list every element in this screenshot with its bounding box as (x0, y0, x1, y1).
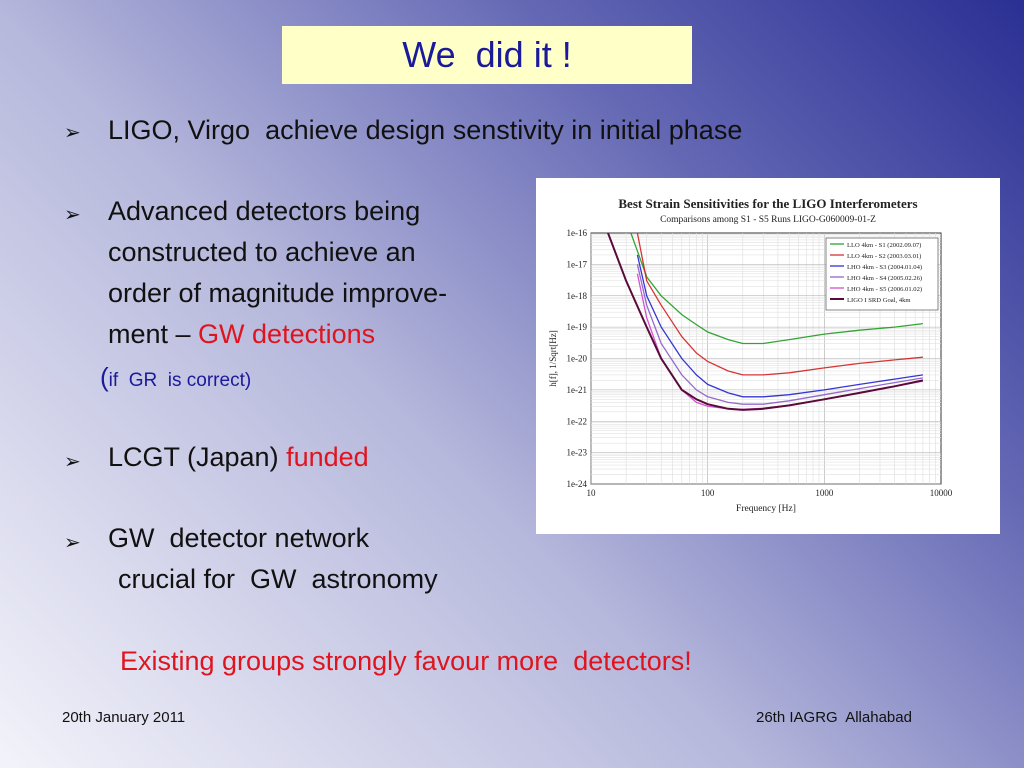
footer-date: 20th January 2011 (62, 709, 186, 726)
series-line-6 (607, 233, 924, 411)
y-tick-label: 1e-22 (567, 416, 588, 426)
gr-note: (if GR is correct) (100, 362, 251, 393)
series-line-3 (636, 254, 923, 398)
y-tick-label: 1e-16 (567, 228, 588, 238)
gw-detections-highlight: GW detections (198, 319, 376, 349)
legend-label: LHO 4km - S4 (2005.02.26) (847, 275, 922, 282)
bullet-4-line-2: crucial for GW astronomy (118, 564, 438, 594)
bullet-4-line-1: GW detector network (108, 523, 370, 553)
y-tick-label: 1e-18 (567, 291, 588, 301)
series-line-4 (636, 264, 924, 405)
footer-venue: 26th IAGRG Allahabad (756, 709, 912, 726)
y-tick-label: 1e-21 (567, 385, 588, 395)
gr-note-paren: ( (100, 362, 109, 392)
y-tick-label: 1e-19 (567, 322, 588, 332)
y-tick-label: 1e-20 (567, 354, 588, 364)
bullet-marker-2: ➢ (64, 204, 81, 226)
chart-subtitle: Comparisons among S1 - S5 Runs LIGO-G060… (660, 215, 876, 225)
x-tick-label: 10 (587, 488, 597, 498)
y-axis-label: h[f], 1/Sqrt[Hz] (548, 330, 558, 386)
bullet-1-text: LIGO, Virgo achieve design senstivity in… (108, 115, 743, 145)
bullet-marker-1: ➢ (64, 122, 81, 144)
y-tick-label: 1e-23 (567, 448, 588, 458)
x-tick-label: 1000 (815, 488, 834, 498)
legend-label: LHO 4km - S3 (2004.01.04) (847, 264, 922, 271)
x-tick-label: 10000 (930, 488, 953, 498)
series-line-1 (630, 233, 923, 345)
legend-label: LLO 4km - S2 (2003.03.01) (847, 253, 921, 260)
legend-box (825, 237, 939, 311)
series-line-2 (636, 233, 923, 376)
slide-title-box: We did it ! (282, 26, 692, 84)
bullet-3-text: LCGT (Japan) funded (108, 442, 369, 473)
legend-label: LLO 4km - S1 (2002.09.07) (847, 242, 921, 249)
legend-label: LHO 4km - S5 (2006.01.02) (847, 286, 922, 293)
bullet-marker-4: ➢ (64, 532, 81, 554)
sensitivity-chart-svg: Best Strain Sensitivities for the LIGO I… (548, 196, 953, 514)
chart-title: Best Strain Sensitivities for the LIGO I… (618, 196, 917, 211)
x-axis-label: Frequency [Hz] (736, 504, 796, 514)
bullet-2-line-4-text: ment – (108, 319, 199, 349)
slide-title: We did it ! (402, 34, 572, 75)
y-tick-label: 1e-17 (567, 259, 588, 269)
bullet-2-line-3: order of magnitude improve- (108, 278, 448, 308)
conclusion-text: Existing groups strongly favour more det… (120, 646, 692, 676)
lcgt-text: LCGT (Japan) (108, 442, 287, 472)
bullet-marker-3: ➢ (64, 451, 81, 473)
sensitivity-chart: Best Strain Sensitivities for the LIGO I… (536, 178, 1000, 534)
gr-note-text: if GR is correct) (108, 370, 252, 391)
legend-label: LIGO I SRD Goal, 4km (847, 297, 911, 304)
bullet-2-line-2: constructed to achieve an (108, 237, 416, 267)
bullet-2-line-4: ment – GW detections (108, 319, 375, 350)
funded-text: funded (286, 442, 369, 472)
y-tick-label: 1e-24 (567, 479, 588, 489)
x-tick-label: 100 (701, 488, 715, 498)
bullet-2-line-1: Advanced detectors being (108, 196, 421, 226)
